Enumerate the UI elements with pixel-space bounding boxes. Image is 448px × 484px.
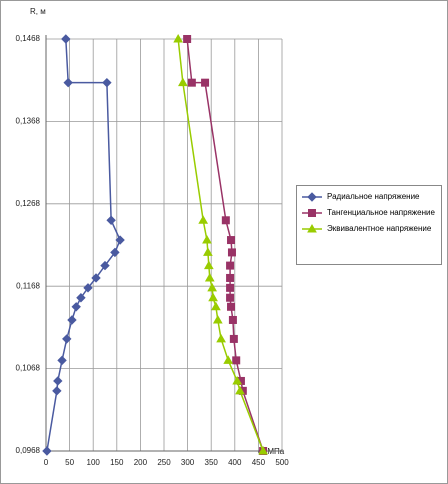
marker	[227, 248, 236, 257]
legend-label: Эквивалентное напряжение	[327, 224, 432, 233]
marker	[183, 35, 192, 43]
x-tick-label: 300	[181, 458, 195, 467]
legend-item: Радиальное напряжение	[301, 192, 437, 202]
marker	[258, 445, 268, 455]
marker	[207, 282, 218, 292]
marker	[308, 209, 316, 217]
marker	[202, 235, 212, 244]
y-axis-title: R, м	[30, 7, 46, 16]
legend-item: Эквивалентное напряжение	[301, 224, 437, 234]
x-tick-label: 450	[252, 458, 266, 467]
marker	[100, 260, 110, 271]
marker	[67, 315, 77, 325]
x-tick-label: 0	[44, 458, 49, 467]
legend-label: Тангенциальное напряжение	[327, 208, 435, 217]
marker	[232, 375, 243, 385]
x-tick-label: 150	[110, 458, 124, 467]
marker	[226, 261, 235, 270]
marker	[223, 355, 234, 364]
marker	[216, 333, 226, 343]
marker	[106, 215, 116, 225]
marker	[307, 224, 317, 233]
legend-label: Радиальное напряжение	[327, 192, 420, 201]
x-tick-label: 250	[157, 458, 171, 467]
marker	[232, 356, 241, 365]
y-tick-label: 0,0968	[16, 446, 41, 455]
marker	[91, 273, 101, 283]
marker	[53, 376, 63, 386]
legend-key	[302, 192, 322, 202]
marker	[307, 192, 317, 202]
marker	[115, 235, 125, 245]
marker	[203, 247, 213, 256]
marker	[42, 446, 52, 456]
y-tick-label: 0,1068	[16, 364, 41, 373]
x-tick-label: 500	[275, 458, 289, 467]
legend-key	[302, 224, 322, 233]
marker	[226, 283, 235, 292]
series-line	[186, 38, 264, 452]
x-tick-label: 100	[87, 458, 101, 467]
marker	[204, 272, 215, 282]
marker	[57, 355, 67, 366]
legend-key	[302, 209, 322, 217]
marker	[228, 315, 237, 324]
marker	[71, 302, 81, 312]
marker	[198, 215, 209, 224]
marker	[52, 386, 62, 396]
y-tick-label: 0,1168	[16, 281, 40, 290]
marker	[211, 301, 221, 311]
marker	[227, 236, 236, 245]
marker	[62, 334, 72, 344]
marker	[201, 78, 210, 87]
x-axis-title: σ, МПа	[258, 447, 285, 456]
x-tick-label: 50	[65, 458, 74, 467]
marker	[63, 77, 73, 88]
marker	[76, 293, 86, 303]
x-tick-label: 400	[228, 458, 242, 467]
x-tick-label: 200	[134, 458, 148, 467]
marker	[173, 33, 184, 43]
x-tick-label: 350	[205, 458, 219, 467]
y-tick-label: 0,1368	[16, 117, 41, 126]
marker	[229, 334, 238, 343]
marker	[212, 314, 223, 324]
series-line	[177, 38, 264, 452]
y-tick-label: 0,1268	[16, 199, 41, 208]
legend-item: Тангенциальное напряжение	[301, 208, 437, 218]
marker	[102, 77, 112, 88]
marker	[110, 247, 120, 258]
marker	[221, 216, 230, 225]
legend: Радиальное напряжение Тангенциальное напр…	[296, 185, 442, 265]
marker	[178, 77, 188, 87]
marker	[226, 273, 235, 282]
marker	[235, 385, 245, 395]
marker	[208, 292, 218, 302]
marker	[83, 283, 93, 293]
marker	[227, 302, 236, 311]
marker	[187, 78, 196, 87]
marker	[226, 293, 235, 302]
marker	[61, 34, 71, 44]
y-tick-label: 0,1468	[16, 34, 41, 43]
marker	[203, 260, 214, 270]
